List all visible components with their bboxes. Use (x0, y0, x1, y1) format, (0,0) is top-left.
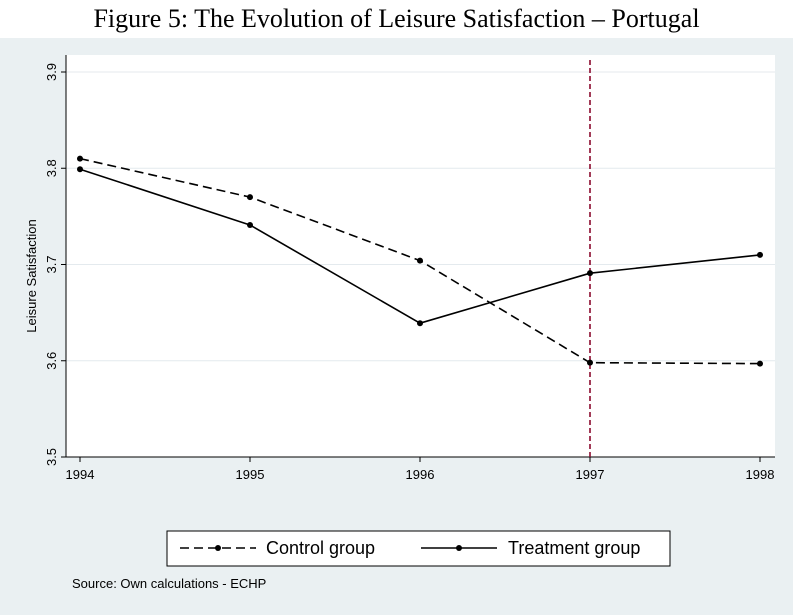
source-note: Source: Own calculations - ECHP (72, 576, 266, 591)
legend-marker-treatment (456, 545, 462, 551)
x-tick-label: 1997 (576, 467, 605, 482)
chart: 3.5 3.6 3.7 3.8 3.9 1994 1995 1996 1997 1998 Leis… (0, 38, 793, 615)
legend: Control group Treatment group (166, 530, 671, 567)
gridlines (66, 71, 775, 362)
legend-marker-control (215, 545, 221, 551)
x-tick-label: 1996 (406, 467, 435, 482)
data-point-treatment (247, 222, 253, 229)
data-point-treatment (587, 270, 593, 277)
legend-label-treatment: Treatment group (508, 538, 640, 558)
y-tick-label: 3.7 (44, 255, 59, 273)
data-point-control (417, 257, 423, 264)
data-point-treatment (417, 320, 423, 327)
x-tick-label: 1994 (66, 467, 95, 482)
x-tick-label: 1998 (746, 467, 775, 482)
y-tick-label: 3.6 (44, 352, 59, 370)
y-tick-label: 3.8 (44, 159, 59, 177)
data-point-control (247, 194, 253, 201)
figure-title: Figure 5: The Evolution of Leisure Satis… (93, 4, 700, 33)
x-tick-label: 1995 (236, 467, 265, 482)
data-point-treatment (757, 251, 763, 258)
y-axis-label: Leisure Satisfaction (24, 219, 39, 332)
data-point-control (77, 155, 83, 162)
y-tick-label: 3.5 (44, 448, 59, 466)
data-point-treatment (77, 166, 83, 173)
data-point-control (587, 359, 593, 366)
y-tick-label: 3.9 (44, 63, 59, 81)
data-point-control (757, 360, 763, 367)
plot-area (66, 55, 775, 457)
series-layer (77, 155, 763, 367)
axes: 3.5 3.6 3.7 3.8 3.9 1994 1995 1996 1997 1998 (44, 55, 775, 482)
legend-label-control: Control group (266, 538, 375, 558)
